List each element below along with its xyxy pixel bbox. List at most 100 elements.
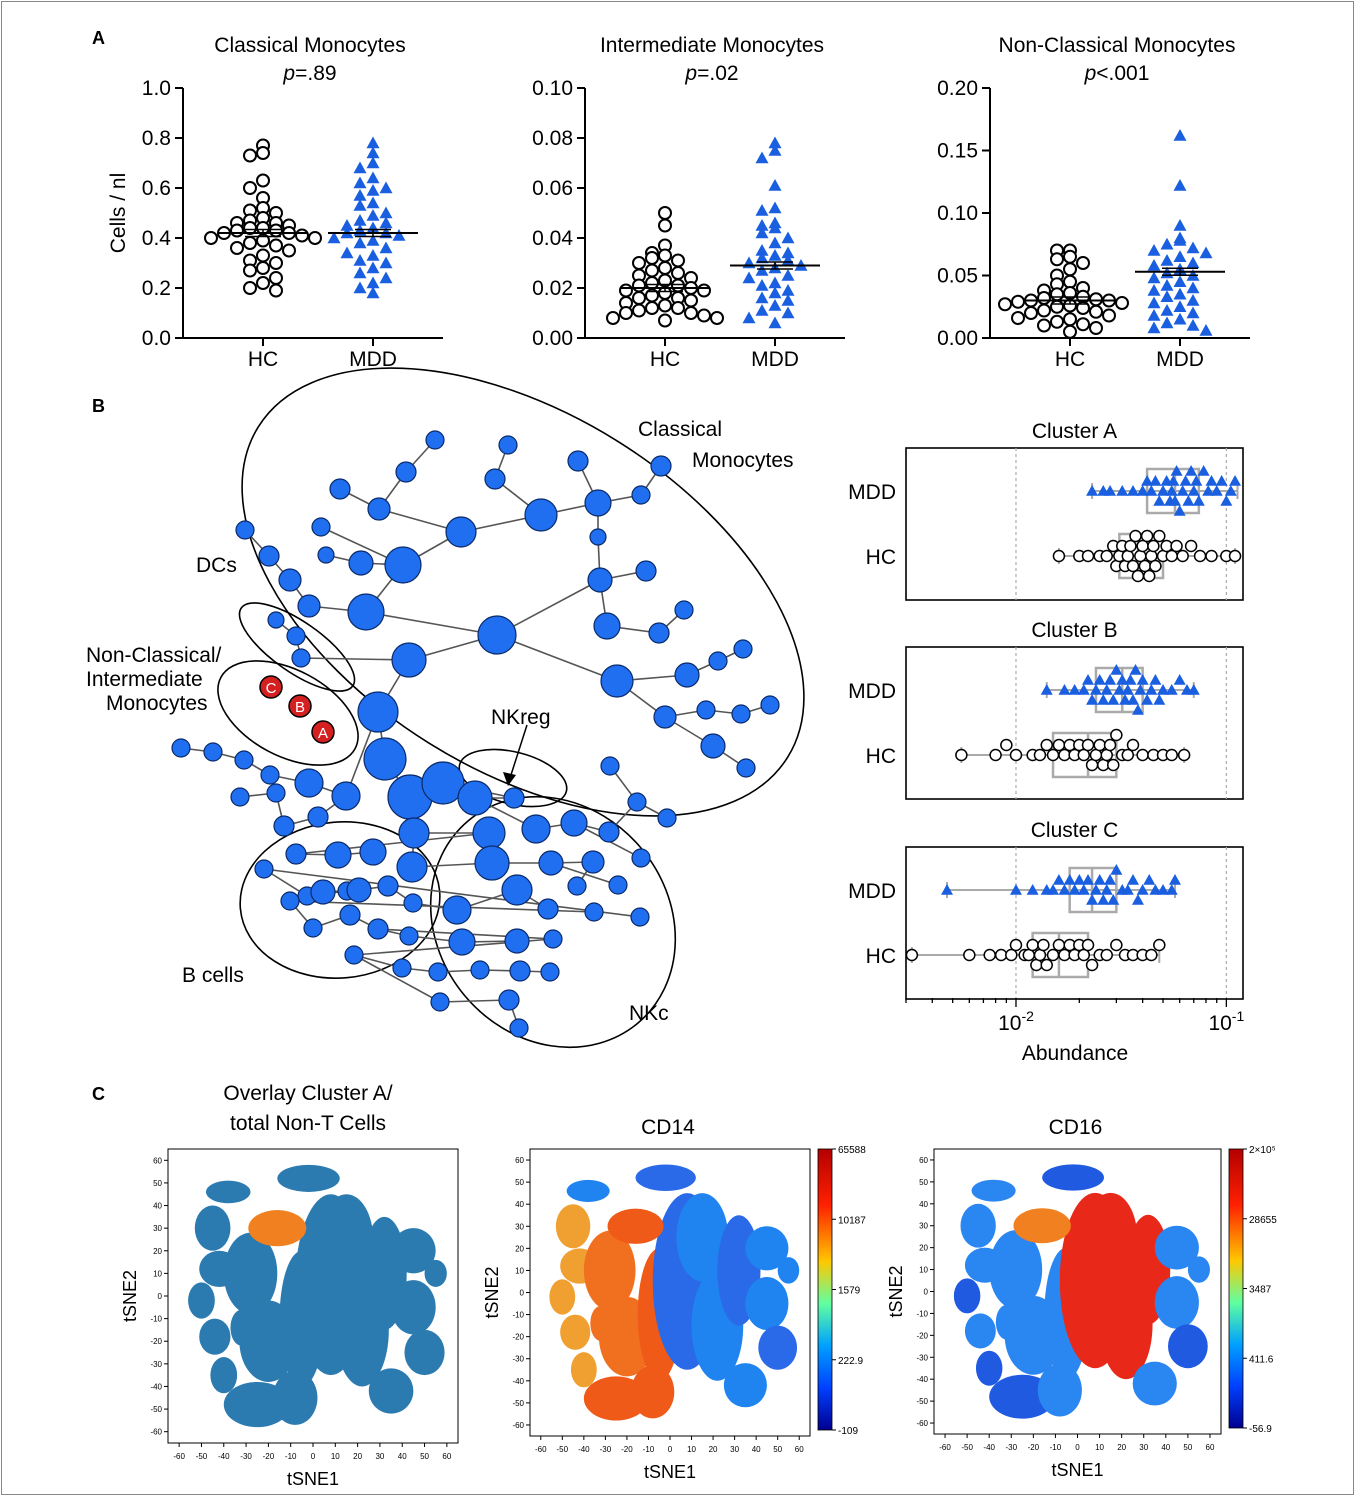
tsne-island [960, 1203, 996, 1248]
box [1145, 467, 1201, 515]
colorbar-label: 28655 [1249, 1215, 1277, 1226]
mdd-point [755, 251, 769, 264]
mdd-point [366, 221, 380, 234]
nkreg-arrow [509, 724, 528, 779]
y-tick-label: 60 [153, 1156, 162, 1165]
tree-node [398, 817, 430, 849]
mdd-point [1147, 296, 1161, 309]
tree-node [524, 498, 558, 532]
mdd-point [1104, 485, 1117, 496]
y-tick-label: 0.20 [937, 77, 978, 100]
mdd-point [1182, 495, 1195, 506]
tsne-island [964, 1313, 996, 1349]
x-tick-label: MDD [1156, 348, 1204, 371]
mdd-point [768, 221, 782, 234]
tree-node [470, 960, 490, 980]
mdd-point [1068, 884, 1081, 895]
y-tick-label: 40 [515, 1200, 524, 1209]
mdd-point [366, 196, 380, 209]
mdd-point [1082, 674, 1095, 685]
x-tick-label: 30 [730, 1445, 739, 1454]
mdd-point [1210, 485, 1223, 496]
x-tick-label: 20 [709, 1445, 718, 1454]
hc-point [1037, 318, 1051, 333]
y-tick-label: 0.06 [532, 177, 573, 200]
y-tick-label: -40 [150, 1382, 162, 1391]
mdd-point [768, 276, 782, 289]
tree-node [357, 691, 399, 733]
mdd-point [1063, 874, 1076, 885]
cluster-frame [905, 646, 1244, 800]
hc-point [1052, 549, 1066, 563]
mdd-point [1107, 694, 1120, 705]
tree-node [498, 435, 518, 455]
hc-point [1011, 311, 1025, 325]
colorbar-label: -109 [838, 1426, 858, 1437]
x-tick-label: -40 [578, 1445, 590, 1454]
x-tick-label: -10 [1050, 1443, 1062, 1452]
y-tick-label: 0.0 [142, 327, 171, 350]
mdd-point [1089, 884, 1102, 895]
tree-node [700, 733, 726, 759]
p-value: =.89 [295, 62, 336, 85]
nonclassical-monocytes-label: Monocytes [106, 692, 208, 715]
mdd-point [1116, 485, 1129, 496]
mdd-point [1119, 694, 1132, 705]
tree-node [653, 705, 677, 729]
tsne-island [1042, 1164, 1104, 1191]
tree-node [310, 879, 336, 905]
hc-point [269, 256, 283, 270]
tree-node [501, 874, 533, 906]
hc-point [256, 146, 270, 160]
hc-point [1205, 549, 1218, 563]
mdd-point [1104, 674, 1117, 685]
y-tick-label: 30 [153, 1224, 162, 1233]
mdd-point [1173, 275, 1187, 287]
tree-node [521, 814, 551, 844]
mdd-point [781, 284, 795, 296]
chart-subtitle: p=.89 [282, 62, 336, 85]
y-tick-label: 0.10 [532, 77, 573, 100]
hc-point [645, 301, 659, 315]
hc-point [1085, 958, 1099, 972]
tsne-island [1168, 1324, 1208, 1369]
mdd-point [353, 199, 367, 211]
tree-node [267, 611, 285, 629]
mdd-point [1205, 475, 1218, 486]
y-tick-label: 40 [153, 1202, 162, 1211]
tree-node [303, 918, 323, 938]
hc-point [1124, 539, 1137, 553]
hc-point [243, 181, 257, 195]
tsne-island [368, 1368, 414, 1414]
hc-point [671, 301, 685, 315]
tree-node [627, 792, 647, 812]
mdd-point [366, 234, 380, 246]
x-tick-label: 10 [331, 1452, 340, 1461]
tree-node [280, 891, 300, 911]
tsne-island [560, 1314, 591, 1350]
x-tick-label: -10 [285, 1452, 297, 1461]
mdd-point [1124, 674, 1137, 685]
hc-point [243, 281, 257, 295]
tree-node [504, 928, 530, 954]
tree-node [273, 815, 295, 837]
mdd-point [1136, 674, 1149, 685]
y-tick-label: 0.00 [937, 327, 978, 350]
mdd-point [1110, 664, 1123, 675]
tree-node [266, 783, 286, 803]
tsne-title: CD16 [1049, 1116, 1103, 1139]
panel-a: Classical Monocytesp=.890.00.20.40.60.81… [107, 34, 1250, 371]
tsne-island [676, 1193, 729, 1282]
tsne-island [549, 1279, 576, 1315]
hc-point [1176, 549, 1189, 563]
y-tick-label: 50 [153, 1179, 162, 1188]
mdd-point [379, 181, 393, 194]
tsne-island [205, 1180, 251, 1204]
tree-node [391, 642, 427, 678]
panel-label-c: C [92, 1084, 105, 1104]
cluster-abundance-plots: Cluster A MDD HC Cluster B MDD HC Cluster C MDD… [848, 420, 1244, 1065]
mdd-point [1100, 684, 1113, 695]
tsne-island [971, 1179, 1016, 1202]
y-tick-label: 10 [919, 1266, 928, 1275]
